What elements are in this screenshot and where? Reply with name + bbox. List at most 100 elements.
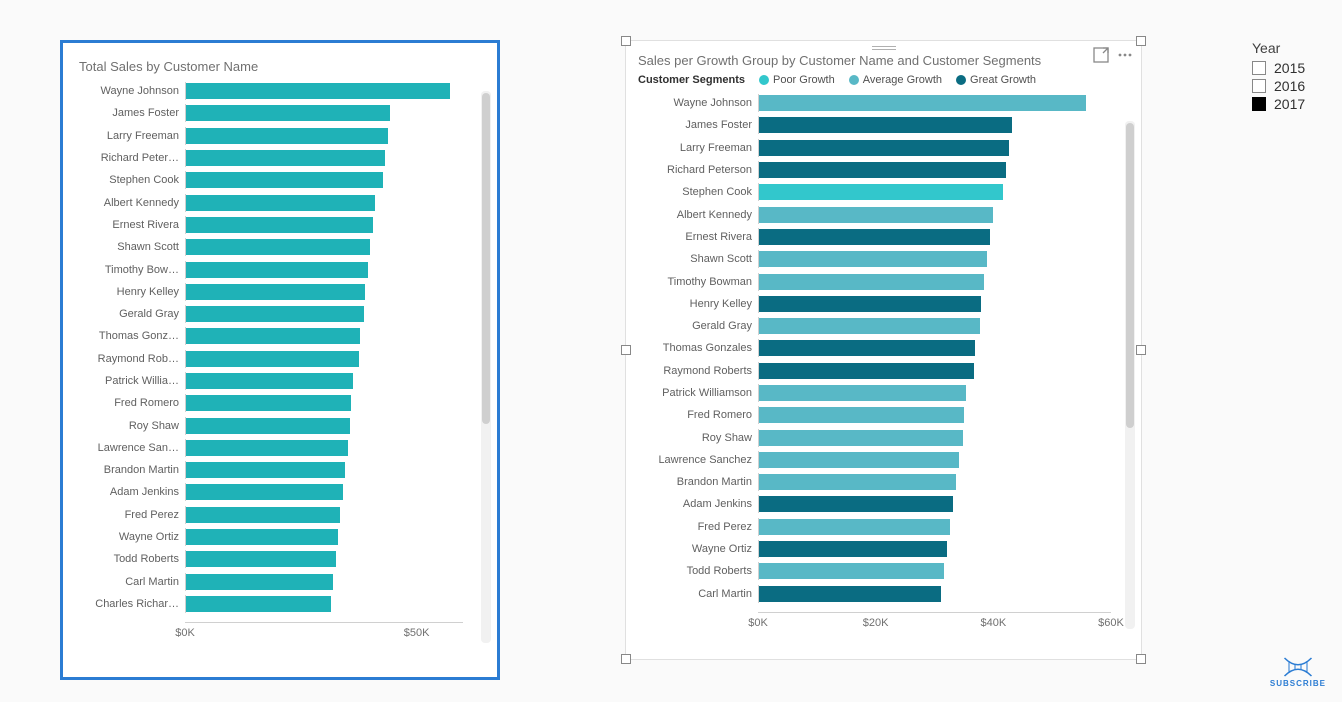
bar[interactable]: [759, 207, 993, 223]
resize-handle-tl[interactable]: [621, 36, 631, 46]
bar[interactable]: [759, 474, 956, 490]
bar[interactable]: [759, 407, 964, 423]
bar[interactable]: [186, 262, 368, 278]
bar-row[interactable]: Henry Kelley: [638, 293, 1129, 315]
bar[interactable]: [759, 162, 1006, 178]
bar[interactable]: [759, 117, 1012, 133]
bar-row[interactable]: Timothy Bowman: [638, 270, 1129, 292]
bar[interactable]: [759, 563, 944, 579]
bar-row[interactable]: Albert Kennedy: [638, 203, 1129, 225]
bar-row[interactable]: Ernest Rivera: [75, 214, 485, 236]
subscribe-badge[interactable]: SUBSCRIBE: [1270, 655, 1326, 688]
bar[interactable]: [186, 484, 343, 500]
bar-row[interactable]: Richard Peter…: [75, 147, 485, 169]
bar-row[interactable]: James Foster: [75, 102, 485, 124]
bar[interactable]: [186, 128, 388, 144]
bar-row[interactable]: James Foster: [638, 114, 1129, 136]
drag-grip-icon[interactable]: [872, 45, 896, 51]
bar-row[interactable]: Roy Shaw: [75, 414, 485, 436]
bar[interactable]: [759, 430, 963, 446]
focus-mode-icon[interactable]: [1093, 47, 1109, 63]
checkbox-icon[interactable]: [1252, 61, 1266, 75]
bar[interactable]: [186, 83, 450, 99]
legend-item-average[interactable]: Average Growth: [849, 74, 942, 86]
bar[interactable]: [186, 596, 331, 612]
bar[interactable]: [759, 318, 980, 334]
bar-row[interactable]: Todd Roberts: [75, 548, 485, 570]
bar-row[interactable]: Gerald Gray: [75, 303, 485, 325]
legend-item-great[interactable]: Great Growth: [956, 74, 1036, 86]
bar[interactable]: [186, 440, 348, 456]
checkbox-icon[interactable]: [1252, 97, 1266, 111]
bar-row[interactable]: Fred Perez: [75, 504, 485, 526]
bar-row[interactable]: Fred Romero: [638, 404, 1129, 426]
vertical-scrollbar[interactable]: [1125, 121, 1135, 629]
bar[interactable]: [759, 586, 941, 602]
bar[interactable]: [759, 95, 1086, 111]
bar[interactable]: [186, 284, 365, 300]
bar-row[interactable]: Brandon Martin: [638, 471, 1129, 493]
bar-row[interactable]: Wayne Johnson: [75, 80, 485, 102]
bar[interactable]: [759, 229, 990, 245]
bar-row[interactable]: Fred Perez: [638, 516, 1129, 538]
bar-row[interactable]: Patrick Williamson: [638, 382, 1129, 404]
bar[interactable]: [186, 217, 373, 233]
bar-row[interactable]: Ernest Rivera: [638, 226, 1129, 248]
sales-growth-chart-card[interactable]: Sales per Growth Group by Customer Name …: [625, 40, 1142, 660]
bar-row[interactable]: Raymond Roberts: [638, 360, 1129, 382]
bar-row[interactable]: Adam Jenkins: [75, 481, 485, 503]
bar[interactable]: [759, 519, 950, 535]
bar-row[interactable]: Stephen Cook: [638, 181, 1129, 203]
bar-row[interactable]: Stephen Cook: [75, 169, 485, 191]
resize-handle-mr[interactable]: [1136, 345, 1146, 355]
bar-row[interactable]: Timothy Bow…: [75, 258, 485, 280]
bar[interactable]: [186, 373, 353, 389]
bar-row[interactable]: Larry Freeman: [75, 125, 485, 147]
bar-row[interactable]: Shawn Scott: [638, 248, 1129, 270]
slicer-item-2017[interactable]: 2017: [1252, 96, 1305, 112]
bar[interactable]: [186, 195, 375, 211]
scrollbar-thumb[interactable]: [1126, 123, 1134, 428]
bar-row[interactable]: Shawn Scott: [75, 236, 485, 258]
legend-item-poor[interactable]: Poor Growth: [759, 74, 835, 86]
bar[interactable]: [759, 452, 959, 468]
bar-row[interactable]: Adam Jenkins: [638, 493, 1129, 515]
bar-row[interactable]: Gerald Gray: [638, 315, 1129, 337]
bar[interactable]: [186, 574, 333, 590]
bar-row[interactable]: Albert Kennedy: [75, 191, 485, 213]
bar[interactable]: [186, 172, 383, 188]
bar-row[interactable]: Todd Roberts: [638, 560, 1129, 582]
bar[interactable]: [759, 140, 1009, 156]
bar[interactable]: [186, 239, 370, 255]
bar[interactable]: [186, 507, 340, 523]
total-sales-chart-card[interactable]: Total Sales by Customer Name Wayne Johns…: [60, 40, 500, 680]
vertical-scrollbar[interactable]: [481, 91, 491, 643]
bar-row[interactable]: Brandon Martin: [75, 459, 485, 481]
resize-handle-ml[interactable]: [621, 345, 631, 355]
bar[interactable]: [186, 551, 336, 567]
bar[interactable]: [759, 340, 975, 356]
bar-row[interactable]: Wayne Johnson: [638, 92, 1129, 114]
bar-row[interactable]: Lawrence San…: [75, 437, 485, 459]
scrollbar-thumb[interactable]: [482, 93, 490, 424]
slicer-item-2015[interactable]: 2015: [1252, 60, 1305, 76]
bar[interactable]: [186, 418, 350, 434]
bar-row[interactable]: Larry Freeman: [638, 137, 1129, 159]
bar[interactable]: [186, 105, 390, 121]
bar[interactable]: [759, 363, 974, 379]
bar[interactable]: [759, 541, 947, 557]
bar-row[interactable]: Thomas Gonzales: [638, 337, 1129, 359]
bar-row[interactable]: Henry Kelley: [75, 281, 485, 303]
bar-row[interactable]: Charles Richar…: [75, 593, 485, 615]
bar-row[interactable]: Thomas Gonz…: [75, 325, 485, 347]
bar[interactable]: [186, 462, 345, 478]
bar[interactable]: [759, 385, 966, 401]
bar[interactable]: [186, 529, 338, 545]
resize-handle-br[interactable]: [1136, 654, 1146, 664]
bar[interactable]: [186, 395, 351, 411]
bar-row[interactable]: Fred Romero: [75, 392, 485, 414]
bar[interactable]: [759, 251, 987, 267]
bar-row[interactable]: Raymond Rob…: [75, 348, 485, 370]
bar-row[interactable]: Carl Martin: [75, 571, 485, 593]
bar[interactable]: [759, 184, 1003, 200]
